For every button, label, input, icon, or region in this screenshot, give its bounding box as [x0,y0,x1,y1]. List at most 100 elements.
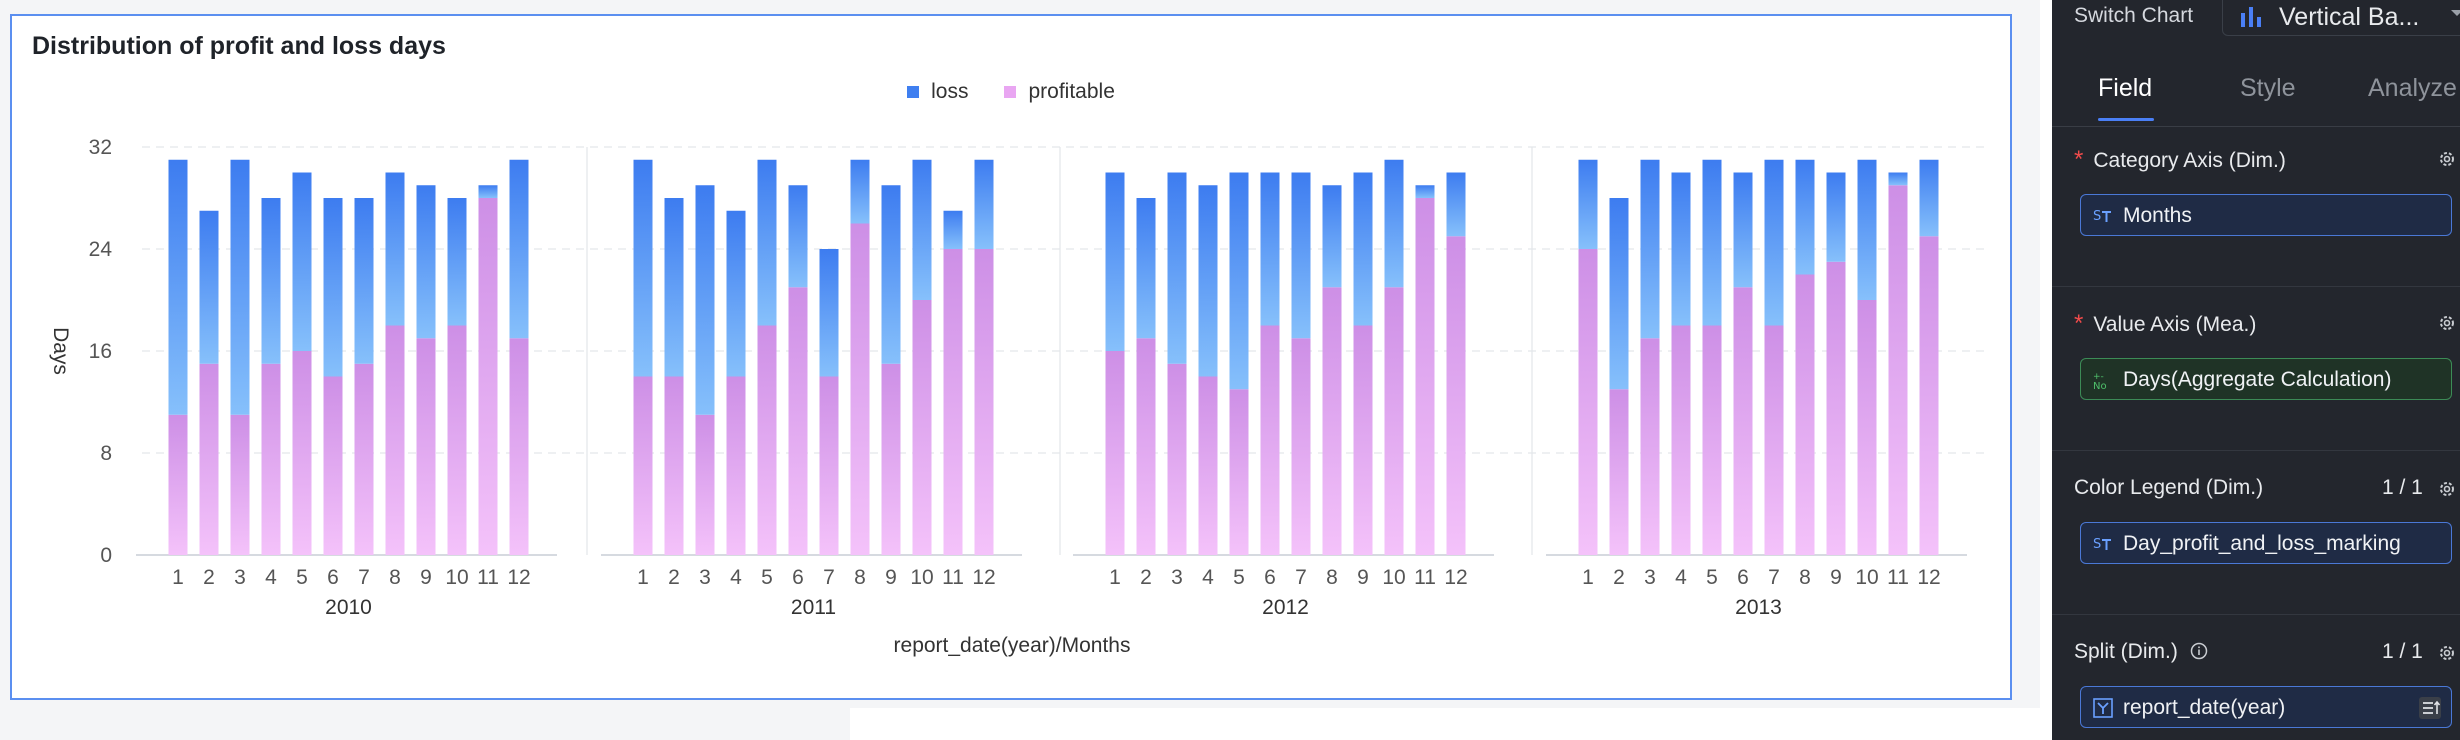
x-tick-label: 3 [699,566,711,589]
x-tick-label: 8 [854,566,866,589]
bar-loss [199,210,219,364]
section-title-split: Split (Dim.) [2074,640,2208,664]
bar-profitable [385,325,405,555]
section-label: Category Axis (Dim.) [2093,149,2286,172]
x-tick-label: 2 [668,566,680,589]
x-tick-label: 9 [420,566,432,589]
bar-profitable [912,300,932,555]
x-tick-label: 3 [1644,566,1656,589]
bar-loss [633,159,653,377]
bar-loss [323,198,343,377]
x-axis-label: report_date(year)/Months [894,634,1131,657]
x-tick-label: 11 [1414,566,1436,589]
gear-icon[interactable] [2438,314,2456,332]
bar-profitable [1198,376,1218,555]
section-title-category-axis: * Category Axis (Dim.) [2074,146,2286,174]
required-star: * [2074,310,2084,337]
category-axis-field-name: Months [2123,204,2192,227]
chart-title: Distribution of profit and loss days [32,32,446,60]
config-side-panel: Switch Chart Vertical Ba... Field Style … [2052,0,2460,740]
bar-loss [230,159,250,415]
color-legend-count: 1 / 1 [2382,476,2423,499]
x-tick-label: 9 [1830,566,1842,589]
value-axis-field-pill[interactable]: +- No Days(Aggregate Calculation) [2080,358,2452,400]
bar-loss [1384,159,1404,288]
x-tick-label: 7 [823,566,835,589]
bar-loss [1609,198,1629,390]
legend-item-profitable[interactable]: profitable [1004,80,1115,104]
bar-profitable [1640,338,1660,555]
svg-text:S: S [2093,537,2101,552]
split-count: 1 / 1 [2382,640,2423,663]
bar-loss [1764,159,1784,326]
x-tick-label: 3 [1171,566,1183,589]
bar-loss [881,185,901,364]
chart-type-select[interactable]: Vertical Ba... [2222,0,2460,36]
x-tick-label: 2 [1140,566,1152,589]
x-tick-label: 1 [172,566,184,589]
tab-field[interactable]: Field [2098,74,2153,102]
bar-loss [1826,172,1846,262]
sort-icon[interactable] [2419,697,2441,719]
x-tick-label: 10 [910,566,933,589]
x-tick-label: 6 [327,566,339,589]
bar-profitable [292,351,312,555]
value-axis-field-name: Days(Aggregate Calculation) [2123,368,2392,391]
bar-loss [447,198,467,326]
bar-profitable [1446,236,1466,555]
bar-profitable [1167,363,1187,555]
measure-number-icon: +- No [2093,372,2107,390]
svg-text:S: S [2093,209,2101,224]
x-tick-label: 9 [885,566,897,589]
bar-loss [1446,172,1466,237]
gear-icon[interactable] [2438,644,2456,662]
bar-loss [354,198,374,364]
x-tick-label: 3 [234,566,246,589]
gear-icon[interactable] [2438,150,2456,168]
info-icon[interactable] [2190,642,2208,660]
bar-profitable [1229,389,1249,555]
bar-profitable [1384,287,1404,555]
x-tick-label: 2 [1613,566,1625,589]
tab-analyze[interactable]: Analyze [2368,74,2457,102]
bar-profitable [1578,249,1598,555]
tab-style[interactable]: Style [2240,74,2296,102]
bar-profitable [416,338,436,555]
section-color-legend: Color Legend (Dim.) 1 / 1 S Day_profit_a… [2052,452,2460,615]
bar-profitable [1291,338,1311,555]
bar-loss [1291,172,1311,339]
section-split: Split (Dim.) 1 / 1 report_date(year) [2052,616,2460,740]
category-axis-field-pill[interactable]: S Months [2080,194,2452,236]
bar-profitable [664,376,684,555]
legend-swatch-loss [907,86,920,98]
panel-tab-bar: Field Style Analyze [2052,56,2460,127]
bar-loss [943,210,963,249]
color-legend-field-name: Day_profit_and_loss_marking [2123,532,2401,555]
legend-swatch-profitable [1004,86,1017,98]
legend-item-loss[interactable]: loss [907,80,968,104]
switch-chart-row: Switch Chart Vertical Ba... [2052,0,2460,40]
bar-loss [1198,185,1218,377]
bar-profitable [199,363,219,555]
section-label: Value Axis (Mea.) [2093,313,2257,336]
required-star: * [2074,146,2084,173]
bar-profitable [633,376,653,555]
bar-profitable [230,414,250,555]
color-legend-field-pill[interactable]: S Day_profit_and_loss_marking [2080,522,2452,564]
bar-profitable [1322,287,1342,555]
chart-card: Distribution of profit and loss days los… [10,14,2012,700]
x-tick-label: 2 [203,566,215,589]
split-field-pill[interactable]: report_date(year) [2080,686,2452,728]
bar-loss [1260,172,1280,326]
dimension-text-icon: S [2093,209,2111,224]
bar-loss [819,249,839,377]
y-tick-label: 0 [100,544,112,567]
bar-profitable [1733,287,1753,555]
gear-icon[interactable] [2438,480,2456,498]
bar-profitable [757,325,777,555]
date-dimension-icon [2093,698,2113,718]
x-tick-label: 4 [1202,566,1214,589]
bar-loss [261,198,281,364]
x-tick-label: 7 [1295,566,1307,589]
bar-loss [1919,159,1939,237]
